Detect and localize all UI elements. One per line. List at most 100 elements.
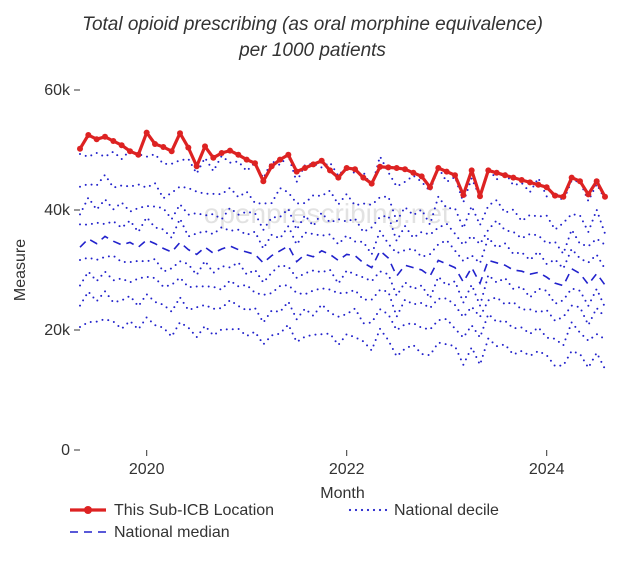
- decile-dot: [568, 237, 570, 239]
- decile-dot: [444, 297, 446, 299]
- decile-dot: [146, 317, 148, 319]
- decile-dot: [122, 327, 124, 329]
- decile-dot: [84, 203, 86, 205]
- main-marker: [194, 163, 200, 169]
- decile-dot: [152, 154, 154, 156]
- decile-dot: [259, 241, 261, 243]
- decile-dot: [172, 333, 174, 335]
- decile-dot: [285, 190, 287, 192]
- decile-dot: [552, 225, 554, 227]
- decile-dot: [461, 225, 463, 227]
- decile-dot: [355, 219, 357, 221]
- decile-dot: [339, 281, 341, 283]
- decile-dot: [453, 281, 455, 283]
- decile-dot: [527, 257, 529, 259]
- decile-dot: [161, 303, 163, 305]
- decile-dot: [242, 332, 244, 334]
- decile-dot: [415, 235, 417, 237]
- decile-dot: [346, 292, 348, 294]
- decile-dot: [224, 304, 226, 306]
- decile-dot: [395, 353, 397, 355]
- decile-dot: [475, 356, 477, 358]
- decile-dot: [100, 179, 102, 181]
- decile-dot: [502, 227, 504, 229]
- legend-swatch-decile-dot: [385, 509, 387, 511]
- decile-dot: [291, 307, 293, 309]
- decile-dot: [170, 310, 172, 312]
- main-marker: [102, 134, 108, 140]
- decile-dot: [307, 311, 309, 313]
- decile-dot: [90, 154, 92, 156]
- decile-dot: [242, 268, 244, 270]
- decile-dot: [449, 322, 451, 324]
- decile-dot: [135, 228, 137, 230]
- decile-dot: [320, 333, 322, 335]
- main-marker: [119, 142, 125, 148]
- decile-dot: [262, 229, 264, 231]
- decile-dot: [329, 269, 331, 271]
- decile-dot: [224, 191, 226, 193]
- decile-dot: [449, 300, 451, 302]
- decile-dot: [403, 324, 405, 326]
- decile-dot: [569, 327, 571, 329]
- decile-dot: [565, 260, 567, 262]
- decile-dot: [110, 183, 112, 185]
- decile-dot: [426, 218, 428, 220]
- decile-dot: [79, 186, 81, 188]
- decile-dot: [571, 321, 573, 323]
- decile-dot: [555, 227, 557, 229]
- decile-dot: [564, 338, 566, 340]
- decile-dot: [331, 335, 333, 337]
- decile-dot: [439, 319, 441, 321]
- decile-dot: [437, 244, 439, 246]
- decile-dot: [401, 285, 403, 287]
- decile-dot: [271, 234, 273, 236]
- decile-dot: [464, 314, 466, 316]
- decile-dot: [258, 275, 260, 277]
- decile-dot: [503, 302, 505, 304]
- decile-dot: [114, 256, 116, 258]
- decile-dot: [588, 244, 590, 246]
- decile-dot: [320, 166, 322, 168]
- decile-dot: [270, 310, 272, 312]
- decile-dot: [336, 242, 338, 244]
- decile-dot: [342, 276, 344, 278]
- decile-dot: [114, 186, 116, 188]
- decile-dot: [196, 336, 198, 338]
- decile-dot: [464, 224, 466, 226]
- decile-dot: [518, 235, 520, 237]
- decile-dot: [486, 315, 488, 317]
- decile-dot: [130, 261, 132, 263]
- decile-dot: [598, 356, 600, 358]
- decile-dot: [269, 274, 271, 276]
- decile-dot: [254, 308, 256, 310]
- decile-dot: [414, 323, 416, 325]
- decile-dot: [482, 293, 484, 295]
- decile-dot: [460, 296, 462, 298]
- decile-dot: [148, 260, 150, 262]
- decile-dot: [424, 289, 426, 291]
- decile-dot: [571, 305, 573, 307]
- decile-dot: [94, 206, 96, 208]
- decile-dot: [293, 199, 295, 201]
- decile-dot: [135, 326, 137, 328]
- decile-dot: [303, 336, 305, 338]
- y-axis-label: Measure: [12, 239, 29, 301]
- decile-dot: [228, 208, 230, 210]
- decile-dot: [409, 301, 411, 303]
- decile-dot: [600, 220, 602, 222]
- decile-dot: [328, 220, 330, 222]
- decile-dot: [141, 277, 143, 279]
- decile-dot: [85, 224, 87, 226]
- decile-dot: [472, 307, 474, 309]
- decile-dot: [417, 349, 419, 351]
- decile-dot: [231, 230, 233, 232]
- decile-dot: [217, 161, 219, 163]
- decile-dot: [289, 327, 291, 329]
- decile-dot: [564, 314, 566, 316]
- decile-dot: [432, 290, 434, 292]
- decile-dot: [409, 178, 411, 180]
- decile-dot: [96, 279, 98, 281]
- decile-dot: [477, 219, 479, 221]
- decile-dot: [109, 204, 111, 206]
